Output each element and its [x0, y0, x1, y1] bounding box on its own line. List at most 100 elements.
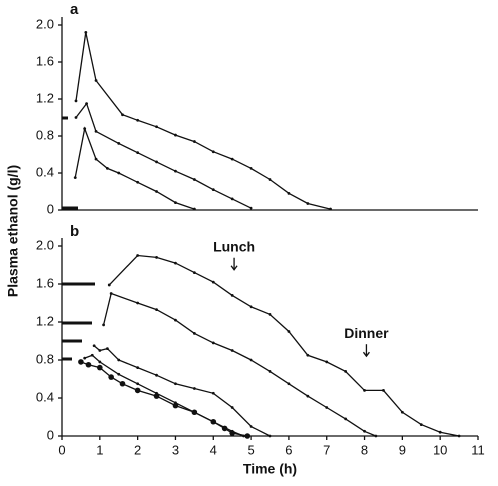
point: [287, 382, 291, 386]
point: [155, 125, 158, 129]
point: [192, 178, 196, 181]
y-tick-label: 0: [47, 201, 54, 216]
x-tick-label: 8: [361, 442, 368, 457]
point: [306, 353, 310, 357]
panel-label: a: [70, 1, 79, 18]
point: [83, 127, 87, 130]
point: [419, 423, 423, 426]
point: [85, 361, 92, 368]
arrow-head: [230, 265, 238, 271]
point: [117, 142, 121, 145]
x-tick-label: 0: [58, 442, 65, 457]
point: [268, 178, 272, 181]
y-tick-label: 1.2: [36, 90, 54, 105]
point: [211, 280, 215, 284]
point: [249, 305, 253, 309]
point: [94, 79, 98, 82]
y-axis-title: Plasma ethanol (g/l): [5, 165, 21, 297]
line: [93, 345, 271, 437]
point: [155, 256, 158, 259]
point: [97, 364, 103, 371]
point: [249, 358, 253, 362]
point: [153, 393, 160, 399]
point: [174, 169, 177, 173]
x-tick-label: 5: [247, 442, 254, 457]
point: [457, 434, 461, 438]
point: [229, 430, 235, 436]
point: [211, 341, 215, 345]
line: [75, 32, 331, 210]
point: [192, 207, 196, 211]
x-tick-label: 4: [210, 442, 217, 457]
point: [211, 150, 215, 154]
point: [105, 347, 109, 350]
point: [174, 382, 177, 386]
point: [344, 370, 348, 373]
point: [74, 116, 78, 119]
point: [155, 308, 158, 312]
point: [73, 176, 77, 180]
point: [211, 391, 215, 395]
point: [136, 301, 140, 305]
point: [438, 430, 442, 434]
point: [400, 410, 404, 414]
point: [92, 344, 96, 348]
x-tick-label: 7: [323, 442, 330, 457]
line: [108, 254, 460, 437]
x-tick-label: 6: [285, 442, 292, 457]
point: [191, 409, 198, 416]
point: [244, 433, 251, 439]
point: [117, 372, 121, 376]
point: [230, 294, 234, 297]
point: [230, 406, 234, 409]
point: [98, 349, 102, 352]
point: [363, 389, 366, 392]
point: [119, 380, 126, 387]
arrow-head: [362, 351, 370, 358]
point: [211, 188, 215, 192]
point: [136, 382, 140, 386]
point: [94, 157, 98, 161]
point: [192, 271, 196, 274]
point: [121, 113, 124, 117]
point: [155, 190, 158, 193]
y-tick-label: 1.6: [36, 53, 54, 68]
point: [306, 394, 310, 398]
point: [174, 201, 177, 205]
line: [74, 126, 195, 210]
point: [174, 261, 177, 265]
x-tick-label: 11: [471, 442, 485, 457]
point: [109, 292, 113, 295]
point: [134, 387, 141, 394]
point: [230, 197, 234, 201]
point: [136, 180, 140, 184]
y-tick-label: 1.6: [36, 275, 54, 290]
x-tick-label: 10: [433, 442, 447, 457]
line: [80, 361, 248, 437]
x-tick-label: 2: [134, 442, 141, 457]
point: [155, 160, 158, 164]
point: [85, 102, 88, 106]
point: [192, 332, 196, 335]
point: [268, 370, 272, 373]
point: [192, 140, 196, 143]
point: [249, 206, 253, 210]
point: [230, 349, 234, 352]
point: [221, 425, 228, 432]
point: [90, 353, 94, 357]
point: [136, 254, 140, 257]
point: [374, 434, 378, 438]
point: [117, 358, 121, 362]
point: [172, 402, 179, 409]
point: [136, 151, 140, 155]
point: [107, 283, 111, 287]
point: [192, 387, 196, 390]
point: [174, 133, 177, 137]
point: [155, 373, 158, 377]
point: [117, 171, 121, 175]
y-tick-label: 0: [47, 427, 54, 442]
point: [105, 166, 109, 170]
annotation: Lunch: [213, 238, 255, 254]
point: [174, 318, 177, 322]
